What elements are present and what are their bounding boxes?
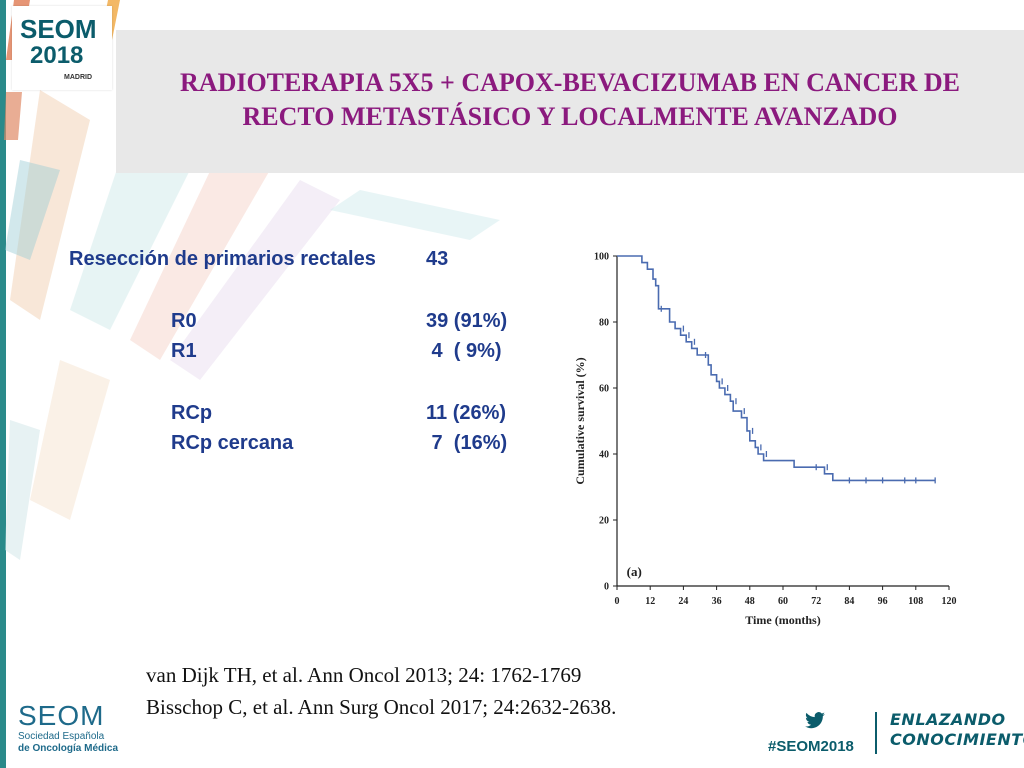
table-row-label-r1: R1 [171,340,197,362]
title-banner [116,30,1024,173]
logo-city: MADRID [64,74,92,81]
y-tick-label: 60 [599,384,609,395]
table-row-value-rcp: 11 (26%) [426,402,507,424]
slogan-line-2: CONOCIMIENTO [890,730,1024,749]
twitter-bird-icon [805,712,825,729]
table-header-value: 43 [426,248,449,270]
y-tick-label: 100 [594,252,609,263]
event-hashtag: #SEOM2018 [768,738,854,755]
footer-divider [875,712,877,754]
table-row-value-r1: 4 ( 9%) [426,340,502,362]
slide-title: RADIOTERAPIA 5X5 + CAPOX-BEVACIZUMAB EN … [116,66,1024,134]
survival-chart: 0 12 24 36 48 60 72 84 96 108 120 0 20 40 60 80 100 Time … [573,252,957,628]
x-tick-label: 84 [844,596,854,607]
x-tick-label: 24 [678,596,688,607]
table-row-value-r0: 39 (91%) [426,310,508,332]
y-tick-label: 80 [599,318,609,329]
x-tick-label: 12 [645,596,655,607]
table-header-label: Resección de primarios rectales [69,248,376,270]
footer-seom-logo: SEOM [18,700,105,731]
title-line-1: RADIOTERAPIA 5X5 + CAPOX-BEVACIZUMAB EN … [180,68,960,97]
x-tick-label: 72 [811,596,821,607]
logo-year: 2018 [30,42,84,69]
x-tick-label: 36 [712,596,722,607]
table-row-label-r0: R0 [171,310,197,332]
y-axis-label: Cumulative survival (%) [573,357,587,484]
left-accent-bar [0,0,6,768]
logo-brand: SEOM [20,14,97,44]
footer-society-line-1: Sociedad Española [18,731,105,742]
x-tick-label: 60 [778,596,788,607]
y-tick-label: 20 [599,516,609,527]
x-axis-label: Time (months) [745,613,820,627]
reference-2: Bisschop C, et al. Ann Surg Oncol 2017; … [146,695,617,719]
panel-label: (a) [627,564,642,579]
seom-2018-logo: SEOM 2018 MADRID [12,6,112,90]
reference-1: van Dijk TH, et al. Ann Oncol 2013; 24: … [146,663,582,687]
title-line-2: RECTO METASTÁSICO Y LOCALMENTE AVANZADO [242,102,898,131]
x-tick-label: 120 [942,596,957,607]
footer-society-name: Sociedad Española de Oncología Médica [18,731,118,755]
y-tick-label: 40 [599,450,609,461]
table-row-label-rcp: RCp [171,402,213,424]
footer-society-line-2: de Oncología Médica [18,743,119,754]
survival-curve [617,255,936,482]
table-row-label-rcp-cercana: RCp cercana [171,432,294,454]
y-tick-label: 0 [604,582,609,593]
x-tick-label: 96 [878,596,888,607]
x-tick-label: 108 [908,596,923,607]
table-row-value-rcp-cercana: 7 (16%) [426,432,508,454]
x-tick-label: 0 [615,596,620,607]
slogan-line-1: ENLAZANDO [890,710,1006,729]
x-tick-label: 48 [745,596,755,607]
